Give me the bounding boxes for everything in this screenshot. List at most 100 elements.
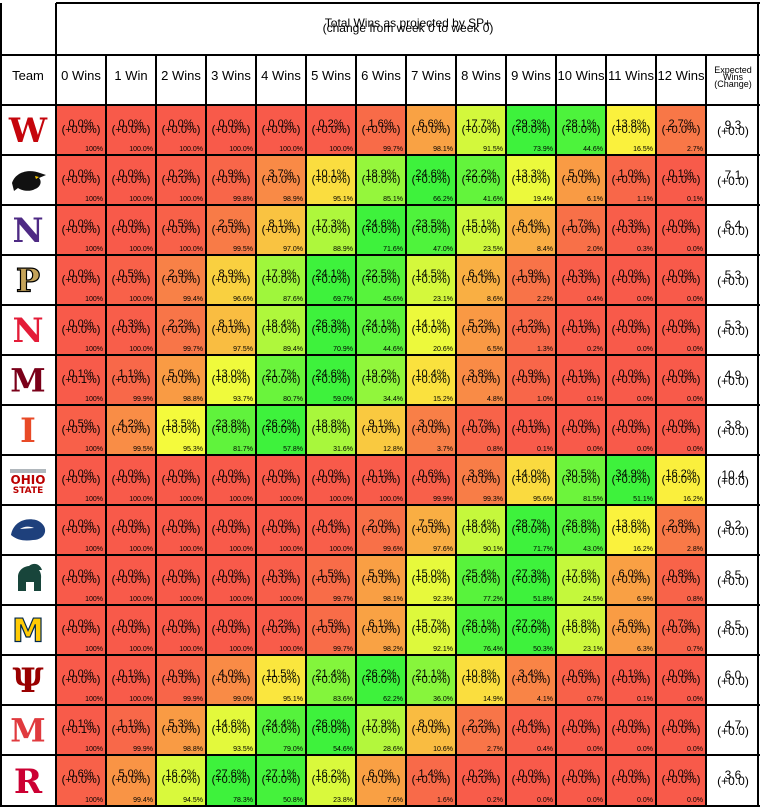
win-probability: 34.9% <box>615 468 647 480</box>
expected-wins-cell: 5.3 (+0.0) <box>706 305 760 355</box>
probability-cell: 21.1% (+0.0%) 36.0% <box>406 655 456 705</box>
win-probability: 24.1% <box>365 318 397 330</box>
row-gridline <box>0 504 760 506</box>
cumulative-probability: 89.4% <box>283 346 303 353</box>
svg-text:R: R <box>14 762 43 800</box>
probability-cell: 10.1% (+0.0%) 95.1% <box>306 155 356 205</box>
cumulative-probability: 34.4% <box>383 396 403 403</box>
win-probability: 14.0% <box>515 468 547 480</box>
win-probability: 16.8% <box>565 618 597 630</box>
probability-change: (+0.0%) <box>111 274 151 286</box>
expected-wins-value: 9.3 <box>724 118 742 132</box>
probability-cell: 1.6% (+0.0%) 99.7% <box>356 105 406 155</box>
probability-cell: 8.1% (+0.0%) 97.5% <box>206 305 256 355</box>
expected-wins-value: 3.8 <box>724 418 742 432</box>
probability-change: (+0.0%) <box>311 224 351 236</box>
win-probability: 8.0% <box>418 718 444 730</box>
iowa-hawkeye-logo-icon <box>12 171 46 191</box>
cumulative-probability: 69.7% <box>333 296 353 303</box>
cumulative-probability: 100.0% <box>329 496 353 503</box>
cumulative-probability: 0.0% <box>687 446 703 453</box>
probability-cell: 0.2% (+0.0%) 100.0% <box>306 105 356 155</box>
probability-change: (+0.0%) <box>311 424 351 436</box>
cumulative-probability: 98.8% <box>183 396 203 403</box>
cumulative-probability: 99.3% <box>483 496 503 503</box>
win-probability: 1.9% <box>518 268 544 280</box>
probability-cell: 0.0% (+0.0%) 0.0% <box>606 305 656 355</box>
cumulative-probability: 28.6% <box>383 746 403 753</box>
probability-cell: 0.6% (+0.0%) 100% <box>56 755 106 806</box>
win-probability: 1.0% <box>618 168 644 180</box>
column-gridline <box>205 55 207 806</box>
cumulative-probability: 6.1% <box>587 196 603 203</box>
probability-change: (+0.0%) <box>661 774 701 786</box>
probability-change: (+0.0%) <box>511 274 551 286</box>
probability-cell: 0.6% (+0.0%) 99.9% <box>406 455 456 505</box>
win-probability: 0.1% <box>668 168 694 180</box>
win-probability: 0.0% <box>268 468 294 480</box>
cumulative-probability: 99.4% <box>133 797 153 804</box>
cumulative-probability: 41.6% <box>483 196 503 203</box>
win-probability: 0.0% <box>668 768 694 780</box>
win-probability: 5.0% <box>168 368 194 380</box>
probability-change: (+0.0%) <box>211 724 251 736</box>
probability-cell: 2.9% (+0.0%) 99.4% <box>156 255 206 305</box>
probability-cell: 22.5% (+0.0%) 45.6% <box>356 255 406 305</box>
illinois-logo-icon: I <box>20 411 36 449</box>
probability-cell: 0.0% (+0.0%) 100% <box>56 255 106 305</box>
row-gridline <box>0 304 760 306</box>
cumulative-probability: 100.0% <box>179 496 203 503</box>
cumulative-probability: 100.0% <box>279 596 303 603</box>
win-probability: 3.8% <box>468 368 494 380</box>
cumulative-probability: 31.6% <box>333 446 353 453</box>
probability-change: (+0.0%) <box>361 774 401 786</box>
cumulative-probability: 0.0% <box>687 746 703 753</box>
win-probability: 21.7% <box>265 368 297 380</box>
probability-change: (+0.0%) <box>161 624 201 636</box>
probability-change: (+0.0%) <box>561 124 601 136</box>
probability-change: (+0.1%) <box>61 724 101 736</box>
cumulative-probability: 100.0% <box>179 596 203 603</box>
cumulative-probability: 71.7% <box>533 546 553 553</box>
probability-change: (+0.0%) <box>661 524 701 536</box>
cumulative-probability: 99.7% <box>183 346 203 353</box>
win-probability: 0.0% <box>668 418 694 430</box>
probability-cell: 0.0% (+0.0%) 0.0% <box>656 305 706 355</box>
cumulative-probability: 100.0% <box>179 246 203 253</box>
win-probability: 3.7% <box>268 168 294 180</box>
column-gridline <box>0 3 2 806</box>
cumulative-probability: 0.0% <box>587 446 603 453</box>
cumulative-probability: 100% <box>85 446 103 453</box>
probability-cell: 24.6% (+0.0%) 71.6% <box>356 205 406 255</box>
win-probability: 0.2% <box>468 768 494 780</box>
win-probability: 3.0% <box>418 418 444 430</box>
probability-cell: 13.6% (+0.0%) 16.2% <box>606 505 656 555</box>
probability-change: (+0.0%) <box>261 574 301 586</box>
win-probability: 13.6% <box>615 518 647 530</box>
probability-change: (+0.0%) <box>61 124 101 136</box>
probability-change: (+0.0%) <box>261 424 301 436</box>
probability-change: (+0.0%) <box>211 624 251 636</box>
probability-change: (+0.0%) <box>61 574 101 586</box>
probability-cell: 34.9% (+0.0%) 51.1% <box>606 455 656 505</box>
probability-change: (+0.0%) <box>661 174 701 186</box>
win-probability: 0.0% <box>668 318 694 330</box>
probability-change: (+0.0%) <box>61 324 101 336</box>
cumulative-probability: 8.6% <box>487 296 503 303</box>
cumulative-probability: 0.2% <box>587 346 603 353</box>
expected-wins-cell: 3.8 (+0.0) <box>706 405 760 455</box>
probability-change: (+0.0%) <box>661 374 701 386</box>
win-probability: 24.6% <box>365 218 397 230</box>
row-gridline <box>0 354 760 356</box>
probability-change: (+0.0%) <box>611 324 651 336</box>
column-header-6: 6 Wins <box>361 68 401 83</box>
probability-change: (+0.0%) <box>461 374 501 386</box>
cumulative-probability: 91.5% <box>483 146 503 153</box>
probability-change: (+0.0%) <box>361 474 401 486</box>
win-probability: 0.0% <box>68 118 94 130</box>
win-probability: 0.6% <box>568 668 594 680</box>
win-probability: 0.7% <box>468 418 494 430</box>
cumulative-probability: 0.7% <box>687 646 703 653</box>
expected-wins-cell: 7.1 (+0.0) <box>706 155 760 205</box>
probability-cell: 0.0% (+0.0%) 0.0% <box>556 755 606 806</box>
